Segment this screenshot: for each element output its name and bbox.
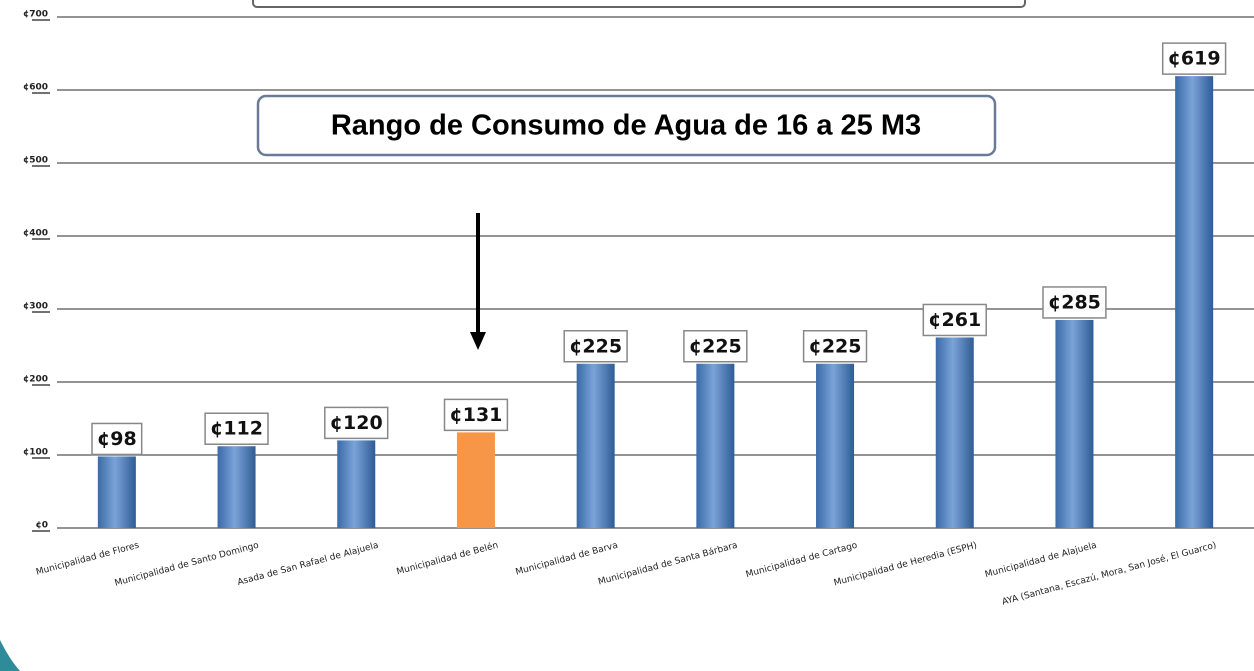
data-label-box (922, 303, 987, 337)
x-tick-label: Municipalidad de Santa Bárbara (597, 541, 739, 588)
bar (696, 363, 735, 528)
data-label: ¢619 (1168, 48, 1221, 70)
bar (456, 432, 495, 528)
data-label-box (91, 422, 143, 456)
data-label-box (204, 412, 269, 445)
data-label: ¢261 (928, 309, 981, 331)
data-label-box (802, 330, 868, 363)
y-tick-label: ¢100 (23, 448, 48, 458)
annotation-box (256, 94, 997, 157)
data-label: ¢98 (97, 428, 137, 450)
bar (1055, 319, 1094, 528)
y-tick-label: ¢500 (23, 156, 48, 166)
bar (576, 363, 615, 528)
data-label-box (683, 330, 748, 363)
x-tick-label: Municipalidad de Belén (395, 540, 499, 578)
bar (217, 446, 256, 528)
data-label-box (1161, 42, 1227, 75)
data-label: ¢131 (450, 404, 503, 426)
y-tick-label: ¢600 (23, 83, 48, 93)
data-label-box (324, 406, 389, 440)
x-tick-label: Municipalidad de Flores (35, 541, 140, 578)
data-label: ¢112 (210, 418, 263, 440)
data-label-box (1042, 286, 1107, 319)
y-tick-label: ¢300 (23, 302, 48, 312)
bar (935, 337, 974, 528)
arrow-head (470, 332, 486, 350)
data-label: ¢285 (1048, 291, 1101, 313)
data-label-box (443, 398, 509, 432)
y-tick-label: ¢400 (23, 229, 48, 239)
y-tick-label: ¢700 (23, 10, 48, 20)
x-tick-label: Municipalidad de Cartago (745, 541, 859, 581)
bar (1175, 76, 1214, 528)
data-label: ¢225 (689, 335, 742, 357)
y-tick-label: ¢0 (35, 521, 48, 531)
y-tick-label: ¢200 (23, 375, 48, 385)
data-label: ¢225 (809, 335, 862, 357)
decoration (0, 640, 20, 671)
data-label: ¢225 (569, 335, 622, 357)
x-tick-label: Municipalidad de Alajuela (984, 541, 1098, 580)
data-label: ¢120 (330, 412, 383, 434)
x-tick-label: AYA (Santana, Escazú, Mora, San José, El… (1001, 540, 1218, 608)
annotation: Rango de Consumo de Agua de 16 a 25 M3 (331, 110, 921, 142)
data-label-box (563, 330, 628, 363)
bar (337, 440, 376, 528)
bar (97, 456, 136, 528)
bar (816, 363, 855, 528)
top-box (252, 0, 1026, 8)
x-tick-label: Municipalidad de Barva (515, 541, 619, 578)
